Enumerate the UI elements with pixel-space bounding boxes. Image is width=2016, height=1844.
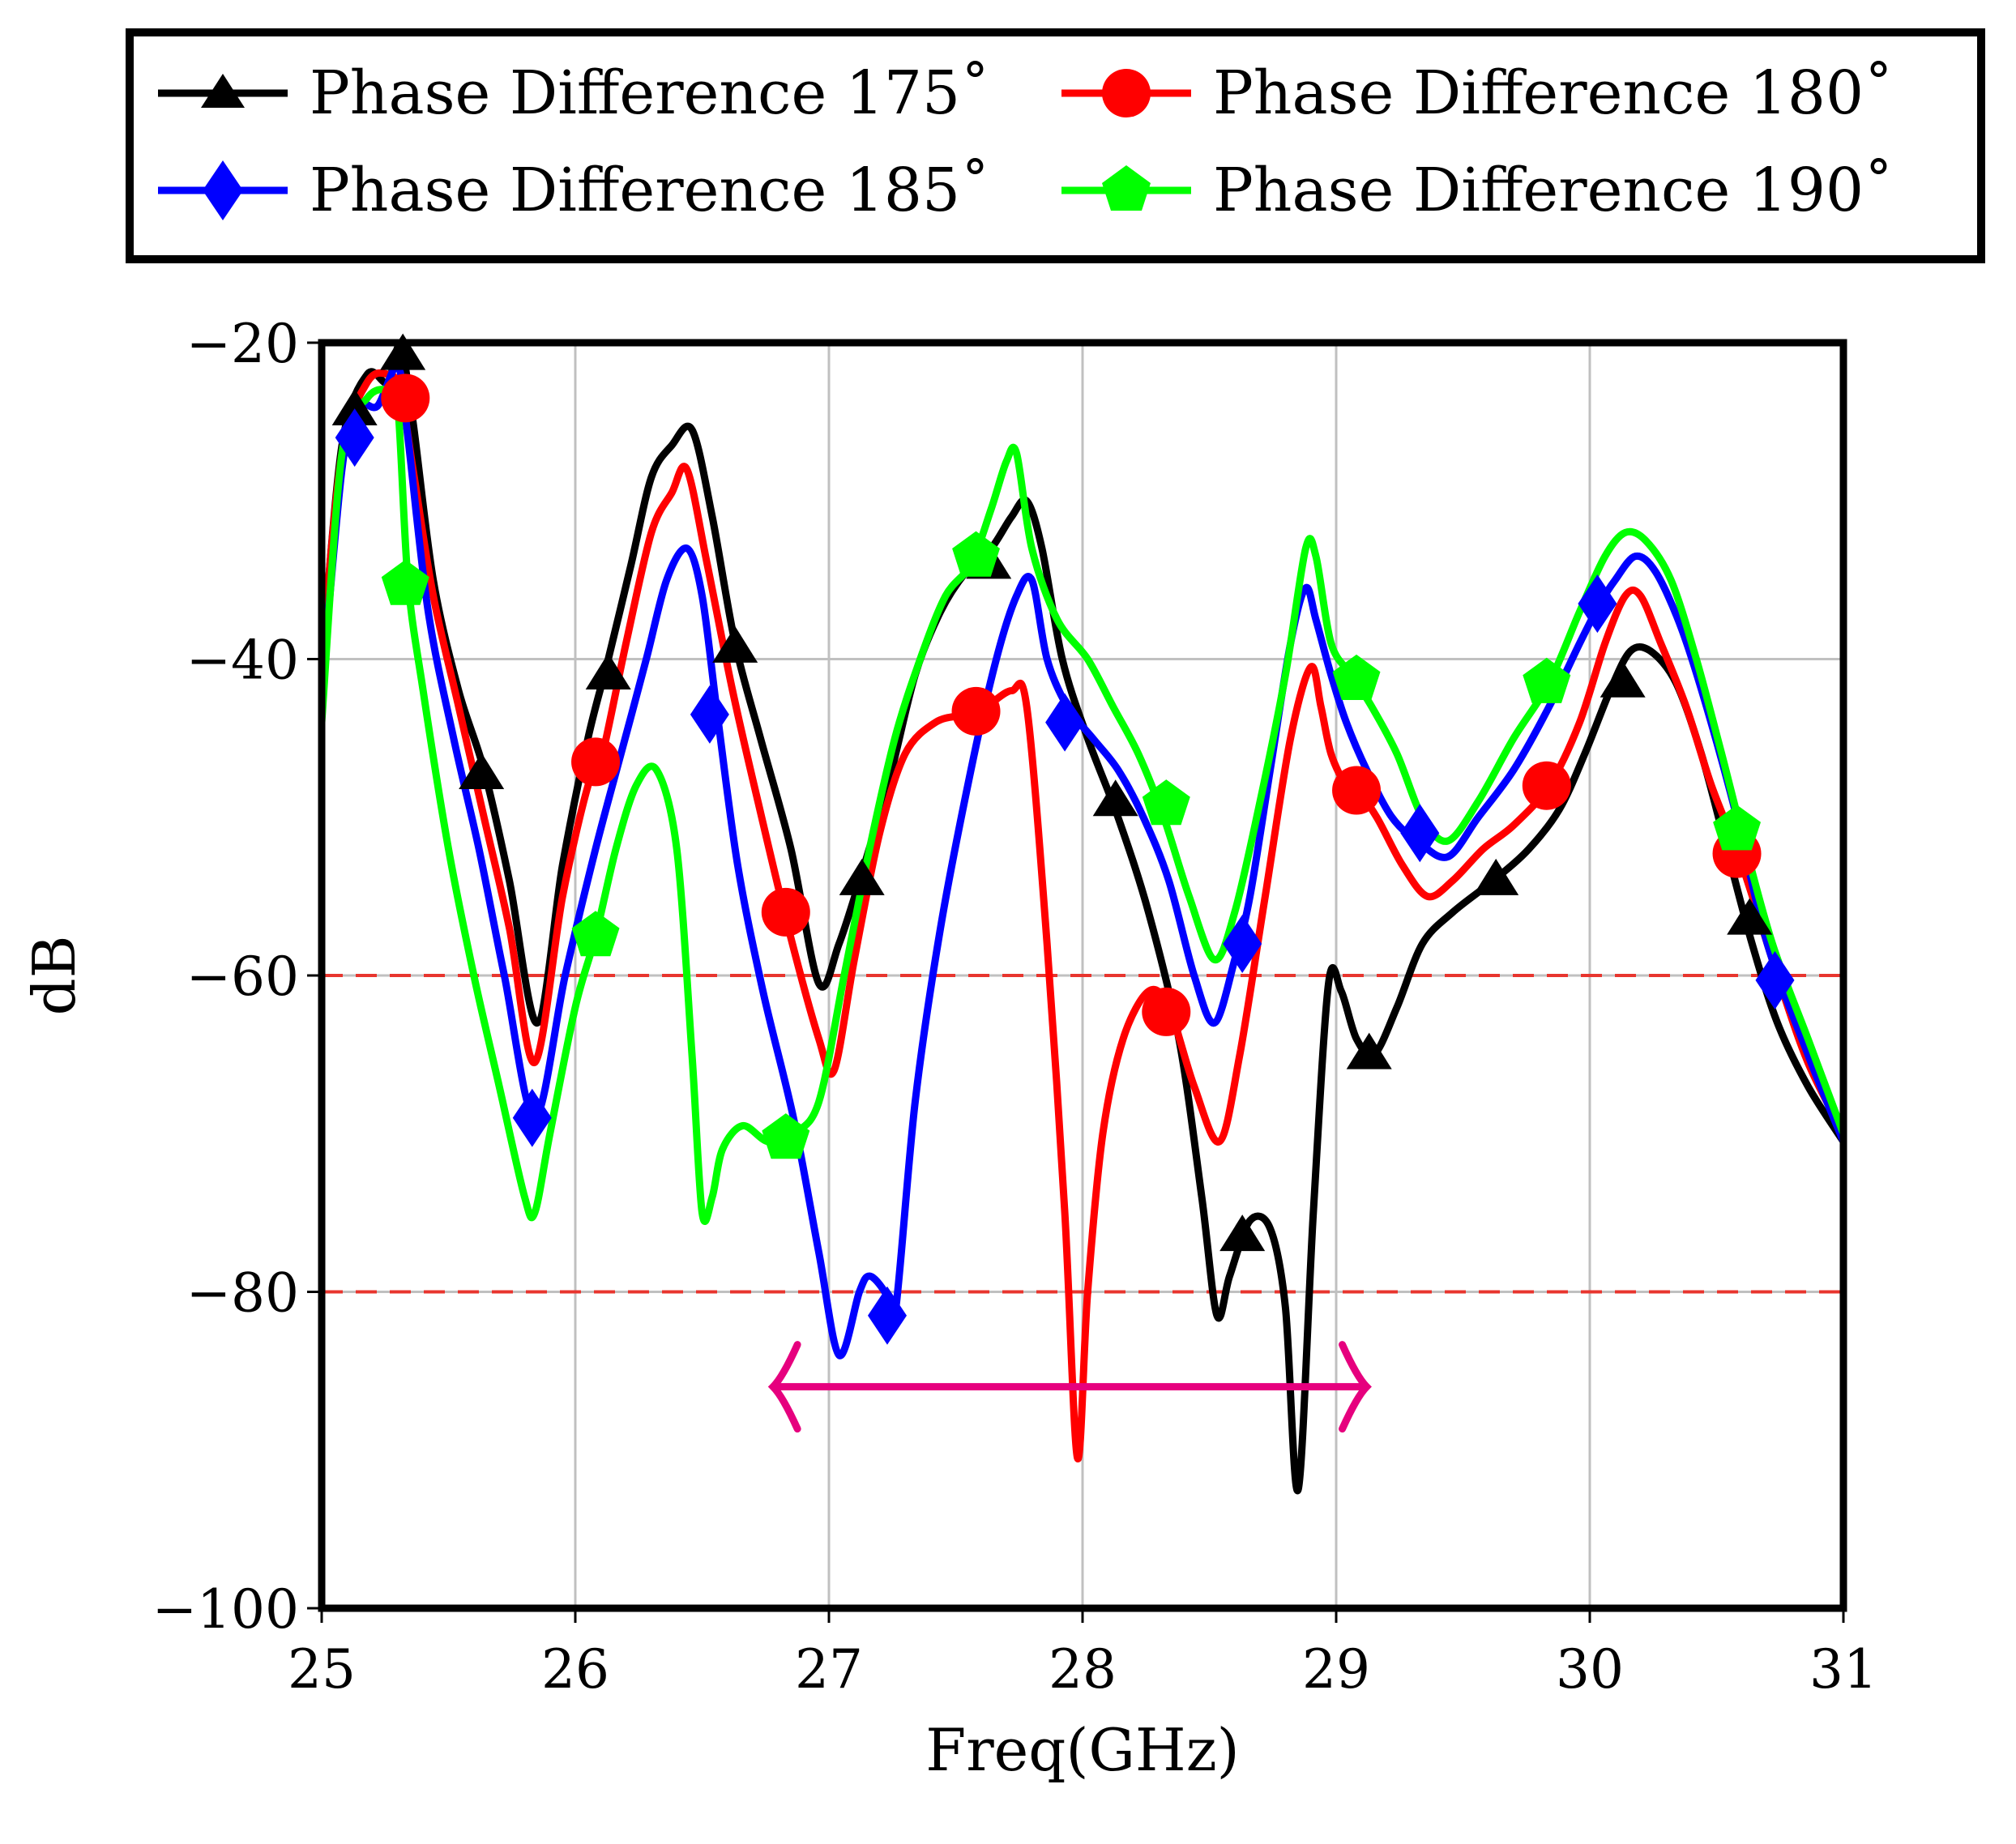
x-tick-label: 25 (288, 1638, 356, 1701)
legend: Phase Difference 175˚ Phase Difference 1… (126, 28, 1985, 263)
data-point-pentagon (762, 1113, 810, 1159)
data-point-circle (1522, 761, 1571, 810)
data-point-triangle (1219, 1214, 1266, 1252)
data-point-pentagon (1713, 805, 1761, 851)
legend-label-180: Phase Difference 180˚ (1213, 58, 1894, 128)
data-point-pentagon (571, 911, 620, 957)
data-point-diamond (1578, 574, 1617, 634)
legend-entry-185: Phase Difference 185˚ (158, 156, 990, 225)
y-tick-label: −100 (152, 1578, 299, 1641)
data-point-pentagon (1523, 657, 1571, 703)
legend-entry-180: Phase Difference 180˚ (1061, 58, 1894, 128)
y-tick-label: −80 (186, 1262, 299, 1325)
legend-frame (126, 28, 1985, 263)
data-point-pentagon (381, 559, 429, 605)
data-point-triangle (1346, 1032, 1392, 1069)
frequency-range-annotation (767, 1341, 1372, 1433)
data-point-triangle (1092, 779, 1138, 817)
data-point-triangle (459, 753, 505, 790)
y-tick-label: −20 (186, 313, 299, 375)
data-point-circle (1142, 987, 1191, 1036)
data-point-triangle (839, 858, 885, 895)
y-tick-label: −40 (186, 630, 299, 692)
legend-label-190: Phase Difference 190˚ (1213, 156, 1894, 225)
data-point-diamond (1045, 693, 1085, 752)
x-tick-label: 26 (541, 1638, 609, 1701)
x-tick-label: 29 (1302, 1638, 1370, 1701)
x-tick-label: 27 (795, 1638, 863, 1701)
legend-label-185: Phase Difference 185˚ (310, 156, 990, 225)
data-point-diamond (690, 685, 729, 744)
data-point-triangle (331, 388, 378, 425)
reference-lines (322, 974, 1843, 1294)
legend-label-175: Phase Difference 175˚ (310, 58, 990, 128)
legend-entry-190: Phase Difference 190˚ (1061, 156, 1894, 225)
data-point-triangle (1727, 898, 1773, 935)
x-axis-title: Freq(GHz) (925, 1716, 1240, 1784)
data-point-pentagon (1142, 779, 1190, 826)
data-point-circle (761, 887, 810, 937)
data-point-circle (951, 686, 1001, 736)
data-point-circle (571, 737, 621, 787)
data-point-circle (1332, 766, 1382, 815)
arrow-head-right (1339, 1341, 1372, 1433)
y-axis-title: dB (20, 936, 88, 1016)
data-point-diamond (1223, 914, 1262, 973)
data-point-diamond (512, 1088, 552, 1147)
data-point-pentagon (1332, 654, 1381, 700)
data-point-triangle (585, 653, 631, 690)
data-point-triangle (712, 625, 758, 663)
x-tick-label: 30 (1556, 1638, 1624, 1701)
x-tick-label: 31 (1809, 1638, 1877, 1701)
legend-entry-175: Phase Difference 175˚ (158, 58, 990, 128)
arrow-head-left (767, 1341, 801, 1433)
legend-marker-triangle-icon (201, 74, 245, 108)
data-point-diamond (1400, 804, 1440, 863)
series-line-2 (318, 369, 1847, 1462)
series-markers (331, 333, 1795, 1345)
data-point-triangle (380, 333, 426, 370)
data-point-diamond (1755, 950, 1795, 1010)
y-tick-label: −60 (186, 945, 299, 1008)
data-point-circle (381, 373, 430, 423)
legend-marker-circle-icon (1102, 69, 1151, 117)
data-point-triangle (1600, 660, 1646, 698)
data-point-diamond (867, 1286, 907, 1345)
x-tick-label: 28 (1049, 1638, 1117, 1701)
data-point-triangle (1473, 858, 1519, 895)
axis-ticks: 25 26 27 28 29 30 31 −100 −80 −60 −40 −20 (152, 313, 1877, 1701)
data-point-pentagon (952, 531, 1000, 577)
legend-marker-diamond-icon (203, 160, 243, 220)
legend-marker-pentagon-icon (1102, 165, 1151, 211)
data-point-diamond (335, 408, 374, 467)
